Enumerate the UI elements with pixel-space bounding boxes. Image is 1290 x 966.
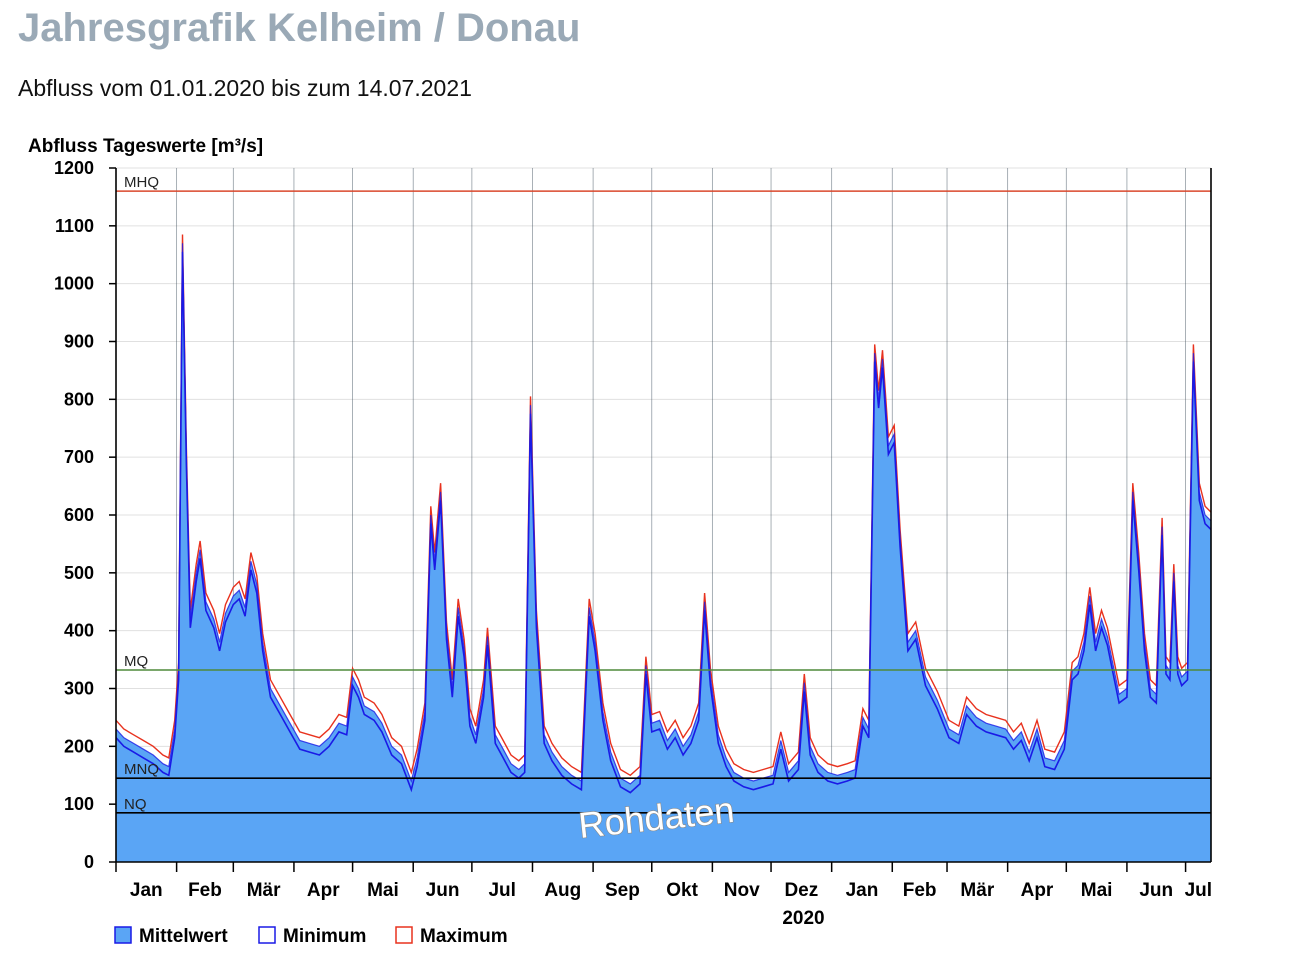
legend-label-minimum: Minimum: [283, 926, 366, 947]
page-title: Jahresgrafik Kelheim / Donau: [18, 6, 581, 50]
x-tick-label: Dez: [784, 880, 818, 901]
axes: 0 100 200 300 400 500 600 700 800 900 1000 1100 1200…: [54, 158, 1212, 929]
x-tick-label: Apr: [307, 880, 340, 901]
reference-label-mq: MQ: [124, 653, 148, 670]
y-tick-label: 1100: [55, 216, 94, 236]
x-tick-label: Feb: [188, 880, 222, 901]
legend: Mittelwert Minimum Maximum: [114, 926, 508, 947]
x-tick-label: Mai: [1081, 880, 1113, 901]
x-tick-label: Jan: [846, 880, 879, 901]
x-tick-label: Jun: [426, 880, 460, 901]
y-tick-label: 1000: [54, 274, 94, 294]
y-tick-label: 800: [64, 389, 94, 409]
y-tick-label: 900: [64, 332, 94, 352]
legend-swatch-minimum: [258, 926, 276, 944]
y-tick-label: 200: [64, 736, 94, 756]
y-tick-label: 1200: [54, 158, 94, 178]
x-axis-label: 2020: [782, 908, 824, 929]
legend-swatch-mittelwert: [114, 926, 132, 944]
x-tick-label: Okt: [666, 880, 698, 901]
reference-label-nq: NQ: [124, 796, 147, 813]
series-minimum-line: [115, 251, 1212, 794]
y-tick-label: 600: [64, 505, 94, 525]
series-layer: [115, 234, 1212, 862]
x-tick-label: Jul: [1185, 880, 1212, 901]
series-mittelwert-line: [115, 243, 1212, 785]
x-tick-label: Aug: [544, 880, 581, 901]
x-tick-label: Jul: [488, 880, 515, 901]
y-axis-label: Abfluss Tageswerte [m³/s]: [28, 136, 263, 157]
x-tick-label: Feb: [903, 880, 937, 901]
reference-lines: MHQ MQ MNQ NQ: [116, 174, 1211, 814]
y-tick-label: 700: [64, 447, 94, 467]
y-tick-label: 300: [64, 679, 94, 699]
x-tick-label: Jun: [1139, 880, 1173, 901]
y-tick-label: 400: [64, 621, 94, 641]
y-tick-label: 500: [64, 563, 94, 583]
page-subtitle: Abfluss vom 01.01.2020 bis zum 14.07.202…: [18, 75, 472, 101]
x-tick-label: Mär: [247, 880, 281, 901]
legend-label-maximum: Maximum: [420, 926, 508, 947]
y-tick-label: 0: [84, 852, 94, 872]
x-tick-label: Apr: [1021, 880, 1054, 901]
reference-label-mhq: MHQ: [124, 174, 159, 191]
x-tick-label: Jan: [130, 880, 163, 901]
x-tick-label: Mär: [960, 880, 994, 901]
series-mittelwert-area: [116, 243, 1211, 862]
reference-label-mnq: MNQ: [124, 761, 159, 778]
series-maximum-line: [115, 234, 1212, 777]
y-tick-label: 100: [64, 794, 94, 814]
x-tick-label: Mai: [367, 880, 399, 901]
legend-label-mittelwert: Mittelwert: [139, 926, 228, 947]
x-tick-label: Sep: [605, 880, 640, 901]
legend-swatch-maximum: [395, 926, 413, 944]
x-tick-label: Nov: [724, 880, 760, 901]
